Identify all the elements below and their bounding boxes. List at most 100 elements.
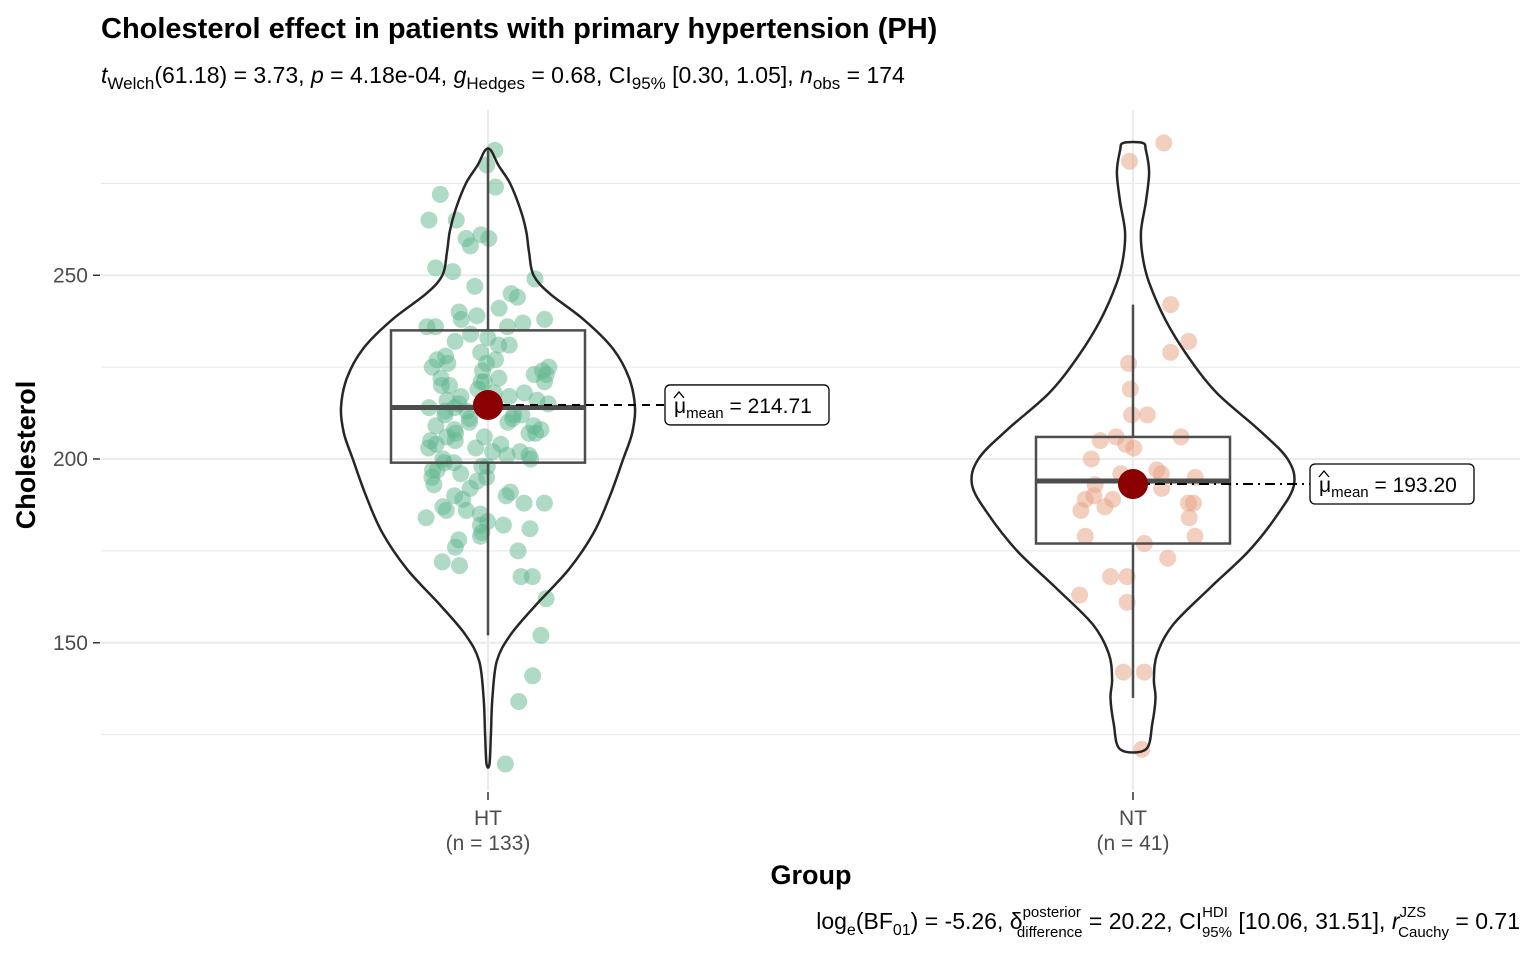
- groups-layer: μmean = 214.71 μmean = 193.20: [339, 134, 1475, 773]
- data-point: [536, 310, 554, 328]
- data-point: [433, 553, 451, 571]
- data-point: [490, 369, 508, 387]
- mean-point: [1118, 468, 1148, 499]
- data-point: [478, 468, 496, 486]
- data-point: [461, 237, 479, 255]
- data-point: [1152, 465, 1170, 483]
- group-ht: μmean = 214.71: [339, 141, 830, 773]
- violin-outline: [970, 140, 1296, 754]
- y-axis-ticks: 150 200 250: [53, 264, 100, 655]
- gridlines: [101, 110, 1520, 790]
- data-point: [523, 568, 541, 586]
- data-point: [468, 307, 486, 325]
- data-point: [515, 494, 533, 512]
- data-point: [1135, 663, 1153, 681]
- data-point: [1159, 549, 1177, 567]
- data-point: [1179, 494, 1197, 512]
- data-point: [1121, 380, 1139, 398]
- data-point: [425, 476, 443, 494]
- data-point: [490, 336, 508, 354]
- data-point: [467, 439, 485, 457]
- data-point: [466, 277, 484, 295]
- data-point: [444, 263, 462, 281]
- y-axis-title: Cholesterol: [11, 381, 41, 530]
- group-nt: μmean = 193.20: [970, 134, 1475, 758]
- data-point: [437, 501, 455, 519]
- x-axis-title: Group: [771, 860, 852, 890]
- data-point: [500, 388, 518, 405]
- data-point: [1091, 432, 1109, 450]
- data-point: [515, 384, 533, 402]
- data-point: [454, 490, 472, 508]
- data-point: [509, 542, 527, 560]
- hat-icon: [673, 390, 685, 399]
- y-tick-label: 250: [53, 264, 88, 287]
- chart-subtitle: tWelch(61.18) = 3.73, p = 4.18e-04, gHed…: [101, 62, 905, 93]
- box-iqr: [1034, 435, 1232, 545]
- data-point: [486, 141, 504, 159]
- data-point: [1076, 527, 1094, 545]
- mean-point: [473, 389, 503, 420]
- mean-label-box: [1309, 463, 1475, 505]
- data-point: [497, 487, 515, 505]
- mean-label-box: [664, 384, 830, 426]
- data-point: [1071, 586, 1089, 604]
- data-point: [1118, 568, 1136, 586]
- x-tick-count: (n = 133): [446, 832, 531, 855]
- data-point: [490, 299, 508, 317]
- data-point: [1121, 152, 1138, 170]
- data-point: [1162, 343, 1180, 361]
- data-point: [498, 446, 516, 464]
- chart-title: Cholesterol effect in patients with prim…: [101, 13, 937, 45]
- data-point: [520, 424, 538, 442]
- data-point: [417, 509, 435, 527]
- hat-icon: [1318, 469, 1330, 478]
- violin-outline: [339, 147, 637, 769]
- data-point: [1186, 527, 1204, 545]
- data-point: [420, 439, 438, 457]
- mean-label: μmean = 214.71: [674, 395, 812, 422]
- data-point: [1082, 450, 1100, 468]
- data-point: [1118, 593, 1136, 611]
- data-point: [462, 325, 480, 343]
- data-point: [496, 755, 514, 773]
- data-point: [420, 211, 438, 229]
- data-point: [1114, 663, 1132, 681]
- data-point: [475, 373, 493, 391]
- data-point: [1072, 501, 1090, 519]
- data-point: [494, 516, 512, 534]
- data-point: [427, 417, 445, 435]
- data-point: [1162, 296, 1180, 314]
- data-point: [1125, 439, 1143, 457]
- data-point: [451, 557, 468, 575]
- data-point: [472, 343, 490, 361]
- data-point: [472, 527, 489, 545]
- data-point: [487, 178, 504, 196]
- data-point: [525, 366, 543, 383]
- data-point: [450, 303, 468, 321]
- data-point: [514, 314, 532, 332]
- x-tick-label: NT: [1119, 807, 1147, 830]
- data-point: [535, 494, 553, 512]
- y-tick-label: 200: [53, 448, 88, 471]
- data-point: [521, 520, 539, 538]
- data-point: [424, 461, 441, 479]
- data-point: [446, 538, 464, 556]
- data-point: [1120, 354, 1138, 372]
- y-tick-label: 150: [53, 632, 88, 655]
- data-point: [433, 377, 450, 394]
- data-point: [499, 318, 516, 336]
- data-point: [418, 318, 436, 336]
- data-point: [522, 450, 540, 468]
- data-point: [1155, 134, 1173, 152]
- data-point: [510, 693, 528, 710]
- data-point: [499, 413, 517, 431]
- data-point: [1138, 406, 1156, 424]
- data-point: [1180, 332, 1198, 350]
- x-tick-label: HT: [474, 807, 502, 830]
- data-point: [1180, 509, 1198, 527]
- data-point: [537, 590, 555, 608]
- x-tick-count: (n = 41): [1097, 832, 1170, 855]
- data-point: [484, 443, 502, 461]
